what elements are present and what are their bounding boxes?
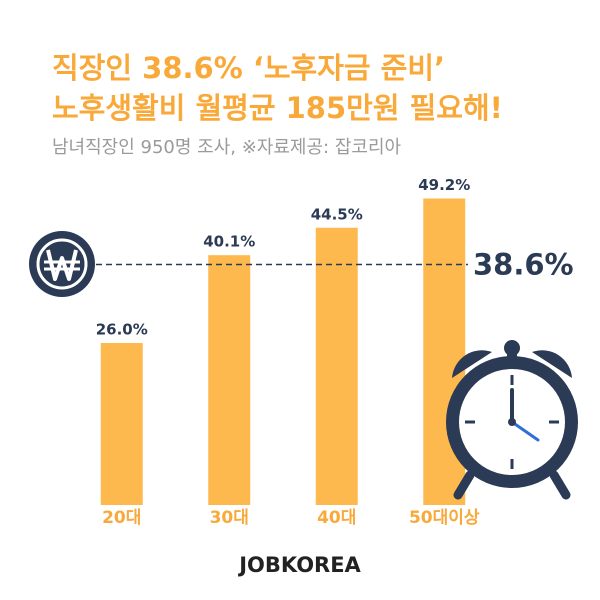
subtitle: 남녀직장인 950명 조사, ※자료제공: 잡코리아 [52,137,402,158]
title-line: 직장인 38.6% ‘노후자금 준비’ [52,51,445,85]
x-tick-label: 30대 [210,508,249,528]
reference-label: 38.6% [473,248,574,282]
bar [315,227,358,505]
x-tick-label: 20대 [102,508,141,528]
clock-icon [446,340,578,500]
value-label: 44.5% [311,205,363,223]
x-tick-label: 40대 [317,508,356,528]
brand-logo: JOBKOREA [237,553,361,577]
bar [208,255,251,505]
value-label: 26.0% [96,321,148,339]
won-icon [29,231,95,297]
value-label: 49.2% [418,176,470,194]
title-line: 노후생활비 월평균 185만원 필요해! [52,91,503,125]
value-label: 40.1% [203,233,255,251]
x-tick-label: 50대이상 [409,508,480,528]
plot-area: 26.0% 20대 40.1% 30대 44.5% 40대 49.2% 50대이상 38.6% [96,176,574,528]
bar [100,343,143,505]
